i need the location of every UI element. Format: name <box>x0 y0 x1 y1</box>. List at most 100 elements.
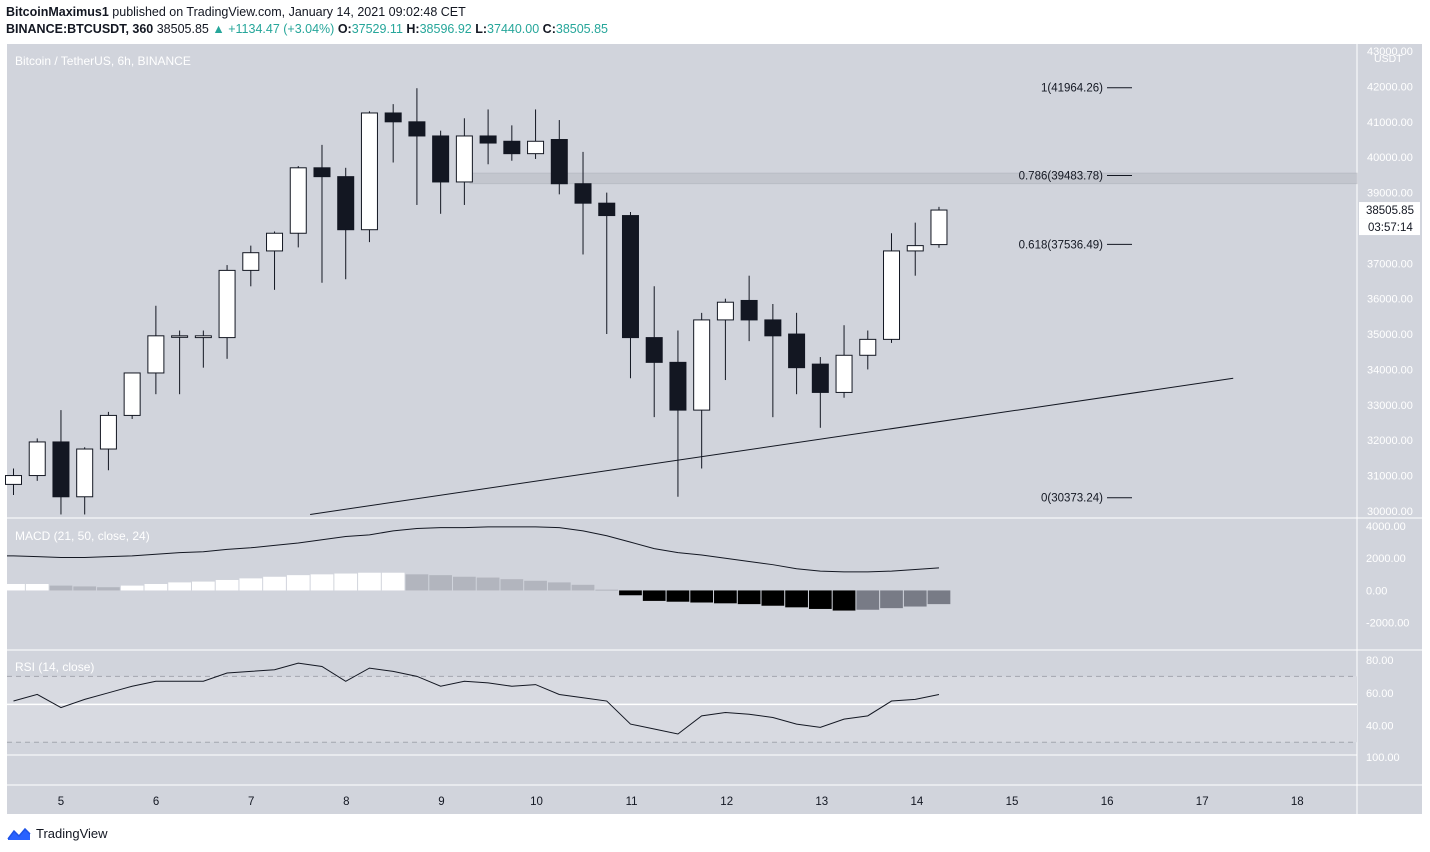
macd-histogram-bar <box>690 590 714 603</box>
macd-histogram-bar <box>666 590 690 602</box>
countdown-tag <box>1359 218 1420 236</box>
macd-tick-label: 4000.00 <box>1366 521 1406 533</box>
price-tick-label: 33000.00 <box>1367 400 1413 412</box>
macd-histogram-bar <box>286 575 310 591</box>
macd-histogram-bar <box>714 590 737 604</box>
macd-histogram-bar <box>761 590 785 606</box>
candle <box>574 183 592 204</box>
price-tick-label: 30000.00 <box>1367 506 1413 518</box>
last-price: 38505.85 <box>156 22 209 36</box>
macd-histogram-bar <box>642 590 666 601</box>
macd-histogram-bar <box>856 590 880 610</box>
price-change: +1134.47 (+3.04%) <box>228 22 335 36</box>
high-value: 38596.92 <box>419 22 472 36</box>
macd-histogram-bar <box>191 581 215 591</box>
macd-histogram-bar <box>144 584 168 591</box>
low-label: L: <box>475 22 488 36</box>
macd-histogram-bar <box>239 578 263 591</box>
macd-histogram-bar <box>49 585 73 591</box>
macd-tick-label: -2000.00 <box>1366 618 1409 630</box>
publish-line: BitcoinMaximus1 published on TradingView… <box>6 5 466 19</box>
time-tick-label: 10 <box>530 796 543 808</box>
macd-histogram-bar <box>595 589 619 591</box>
candle <box>764 319 782 337</box>
macd-histogram-bar <box>120 585 144 591</box>
price-tick-label: 37000.00 <box>1367 258 1413 270</box>
rsi-line <box>13 662 940 735</box>
time-tick-label: 18 <box>1291 796 1304 808</box>
time-axis[interactable]: 5 6 7 8 9 10 11 12 13 14 15 16 17 18 <box>58 796 1304 808</box>
macd-histogram-bar <box>263 576 286 591</box>
candle <box>645 337 663 363</box>
macd-histogram-bar <box>619 590 642 596</box>
macd-histogram-bar <box>903 590 927 607</box>
time-tick-label: 16 <box>1101 796 1114 808</box>
macd-histogram-bar <box>808 590 832 609</box>
close-label: C: <box>542 22 556 36</box>
macd-tick-label: 2000.00 <box>1366 553 1406 565</box>
price-tick-label: 43000.00 <box>1367 46 1413 58</box>
candle <box>337 176 355 231</box>
candle <box>408 121 426 137</box>
published-info: published on TradingView.com, January 14… <box>112 5 466 19</box>
macd-histogram-bar <box>453 576 476 591</box>
candle <box>123 372 141 416</box>
price-axis-background <box>1357 44 1422 814</box>
fib-level-label: 0(30373.24) <box>1041 493 1103 505</box>
macd-title: MACD (21, 50, close, 24) <box>15 529 150 543</box>
time-tick-label: 11 <box>626 796 638 808</box>
macd-histogram-bar <box>168 582 191 591</box>
candle <box>147 335 165 374</box>
time-tick-label: 15 <box>1006 796 1019 808</box>
macd-line <box>7 526 940 573</box>
price-tick-label: 40000.00 <box>1367 152 1413 164</box>
time-tick-label: 9 <box>438 796 444 808</box>
last-price-tag-label: 38505.85 <box>1366 205 1414 217</box>
fib-level-label: 1(41964.26) <box>1041 83 1103 95</box>
time-tick-label: 13 <box>815 796 828 808</box>
macd-histogram-bar <box>500 579 524 591</box>
macd-histogram-bar <box>358 572 381 591</box>
symbol-label: BINANCE:BTCUSDT, 360 <box>6 22 154 36</box>
candle <box>835 354 853 393</box>
price-tick-label: 32000.00 <box>1367 435 1413 447</box>
ohlc-line: BINANCE:BTCUSDT, 360 38505.85 ▲ +1134.47… <box>6 22 608 36</box>
tradingview-brand: TradingView <box>36 826 108 841</box>
candle <box>716 301 734 321</box>
candle <box>28 441 46 477</box>
macd-histogram-bar <box>215 579 239 591</box>
candle <box>52 441 70 498</box>
macd-histogram-bar <box>880 590 903 609</box>
rsi-tick-label: 100.00 <box>1366 752 1400 764</box>
price-tick-label: 36000.00 <box>1367 294 1413 306</box>
up-arrow-icon: ▲ <box>212 22 225 36</box>
candle <box>883 250 901 340</box>
support-trendline <box>310 377 1234 515</box>
time-tick-label: 14 <box>911 796 924 808</box>
candle <box>455 135 473 183</box>
rsi-tick-label: 80.00 <box>1366 655 1394 667</box>
rsi-title: RSI (14, close) <box>15 660 94 674</box>
macd-histogram-bar <box>73 586 97 591</box>
resistance-zone <box>469 172 1358 185</box>
time-tick-label: 17 <box>1196 796 1209 808</box>
tradingview-logo[interactable]: TradingView <box>7 826 108 841</box>
candle <box>859 338 877 356</box>
price-axis-unit: USDT <box>1374 53 1403 65</box>
candle <box>740 299 758 321</box>
candle <box>194 335 212 339</box>
macd-histogram-bar <box>571 584 595 591</box>
macd-histogram-bar <box>97 587 120 591</box>
macd-histogram-bar <box>547 582 571 591</box>
author-name[interactable]: BitcoinMaximus1 <box>6 5 109 19</box>
time-tick-label: 12 <box>720 796 733 808</box>
fib-level-label: 0.786(39483.78) <box>1019 170 1104 182</box>
candle <box>527 140 545 155</box>
price-tick-label: 41000.00 <box>1367 117 1413 129</box>
rsi-tick-label: 60.00 <box>1366 688 1394 700</box>
chart-title: Bitcoin / TetherUS, 6h, BINANCE <box>15 54 191 68</box>
time-tick-label: 5 <box>58 796 64 808</box>
candle <box>693 319 711 411</box>
price-tick-label: 35000.00 <box>1367 329 1413 341</box>
